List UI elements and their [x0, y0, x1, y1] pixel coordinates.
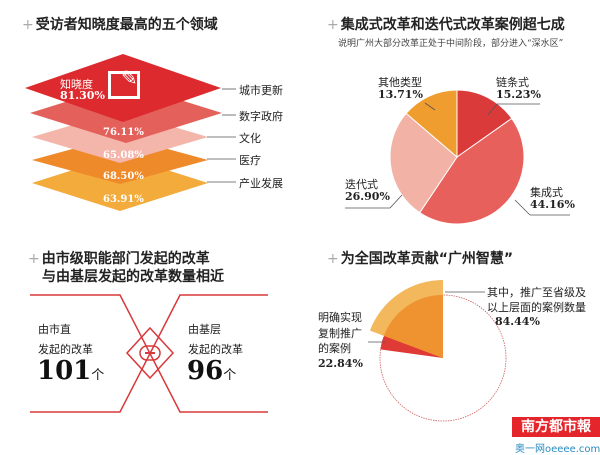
reform-type-pie: [389, 89, 525, 225]
diamond-layer-0: [25, 54, 221, 122]
pencil-icon: ✎: [108, 68, 140, 99]
promoted-inner-slice: [384, 295, 443, 358]
category-label-0: 城市更新: [239, 84, 283, 97]
value-label-1: 76.11%: [103, 127, 144, 138]
right-value: 84.44%: [495, 315, 540, 328]
newspaper-logo: 南方都市報: [512, 417, 600, 437]
category-label-2: 文化: [239, 132, 261, 145]
pie-slice-3: [405, 89, 458, 159]
promotion-pie: [369, 280, 507, 422]
left-line1: 由市直: [38, 323, 71, 336]
right-line2: 发起的改革: [188, 343, 243, 356]
pie-label-other: 其他类型: [378, 76, 422, 89]
right-note: 其中，推广至省级及 以上层面的案例数量: [487, 286, 586, 314]
value-label-3: 68.50%: [103, 171, 144, 182]
value-label-0: 81.30%: [60, 89, 105, 102]
left-value: 22.84%: [318, 357, 363, 370]
pie-value-other: 13.71%: [378, 88, 423, 101]
pie-label-iterative: 迭代式: [345, 178, 378, 191]
comparison-lines: [30, 294, 268, 413]
pie-slice-1: [419, 117, 525, 225]
pie-value-iterative: 26.90%: [345, 190, 390, 203]
panel1-title: + 受访者知晓度最高的五个领域: [22, 17, 218, 33]
value-label-4: 63.91%: [103, 194, 144, 205]
pie-value-chain: 15.23%: [496, 88, 541, 101]
diamond-stack: [25, 54, 222, 211]
awareness-label: 知晓度: [60, 78, 93, 91]
panel3-title: + 由市级职能部门发起的改革 与由基层发起的改革数量相近: [28, 251, 224, 285]
category-label-3: 医疗: [239, 154, 261, 167]
pie-label-integrated: 集成式: [530, 186, 563, 199]
site-logo: 奥一网oeeee.com: [515, 444, 600, 455]
pie-value-integrated: 44.16%: [530, 198, 575, 211]
panel2-title: + 集成式改革和迭代式改革案例超七成: [327, 17, 565, 33]
leader-lines: [207, 88, 570, 343]
category-label-4: 产业发展: [239, 177, 283, 190]
value-label-2: 65.08%: [103, 150, 144, 161]
pie-slice-2: [389, 112, 458, 214]
center-diamond: [125, 326, 175, 380]
right-line1: 由基层: [188, 323, 221, 336]
panel4-title: + 为全国改革贡献“广州智慧”: [327, 251, 514, 267]
category-label-1: 数字政府: [239, 110, 283, 123]
left-count: 101个: [37, 356, 105, 386]
pie-label-chain: 链条式: [496, 76, 529, 89]
equals-icon: [139, 345, 161, 361]
panel2-subtitle: 说明广州大部分改革正处于中间阶段，部分进入“深水区”: [338, 39, 564, 49]
left-line2: 发起的改革: [38, 343, 93, 356]
left-note: 明确实现 复制推广 的案例: [318, 311, 362, 355]
pie-slice-0: [456, 89, 513, 158]
right-count: 96个: [187, 356, 237, 386]
